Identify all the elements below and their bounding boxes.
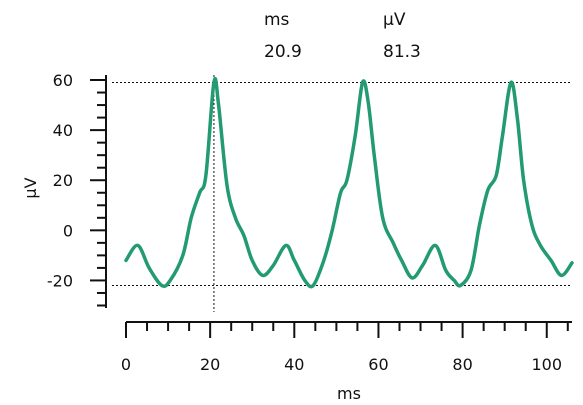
y-tick-label: -20 [47,271,73,290]
x-axis-title: ms [337,384,361,403]
x-tick-label: 100 [531,355,562,374]
y-tick-label: 20 [53,171,73,190]
readout-y-label: µV [383,10,406,30]
x-tick-label: 80 [452,355,472,374]
y-tick-label: 40 [53,121,73,140]
x-tick-label: 0 [121,355,131,374]
readout-y-value: 81.3 [383,42,421,62]
y-tick-label: 60 [53,71,73,90]
readout-x-value: 20.9 [264,42,302,62]
y-axis-title: µV [21,177,40,198]
x-axis: 0 20 40 60 80 100 [121,321,572,374]
readout-x-label: ms [264,10,290,30]
series-line-0 [124,76,574,289]
series-layer [124,76,574,289]
x-tick-label: 20 [200,355,220,374]
x-tick-label: 40 [284,355,304,374]
y-axis: -20 0 20 40 60 [47,71,107,308]
y-tick-label: 0 [63,221,73,240]
crosshair [112,75,572,312]
x-tick-label: 60 [368,355,388,374]
